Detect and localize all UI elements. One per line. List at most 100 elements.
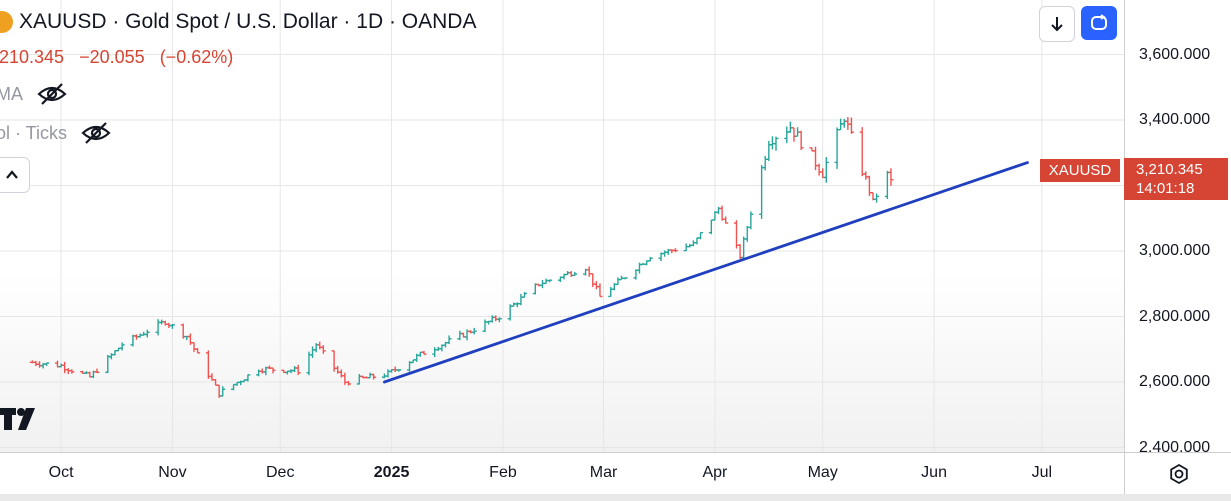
symbol-price-tag: XAUUSD [1040, 159, 1120, 182]
ohlc-bar [37, 361, 43, 368]
ohlc-bar [292, 366, 298, 373]
refresh-button[interactable] [1081, 6, 1117, 40]
arrow-down-icon [1051, 17, 1063, 32]
chart-settings-button[interactable] [1165, 460, 1193, 488]
ohlc-bar [816, 163, 822, 176]
ohlc-bar [270, 367, 276, 374]
ohlc-bar [356, 374, 362, 385]
eye-off-icon[interactable] [37, 82, 67, 106]
time-axis-label: Nov [158, 464, 187, 481]
ohlc-bar [169, 323, 175, 329]
ohlc-bar [62, 361, 68, 374]
ohlc-bar [317, 341, 323, 350]
ohlc-bar [144, 329, 150, 338]
ohlc-bar [820, 168, 826, 179]
time-axis-label: May [807, 464, 838, 481]
ma-indicator-label: MA [0, 83, 23, 104]
price-axis-label: 3,000.000 [1139, 242, 1211, 259]
ohlc-bar [155, 319, 161, 336]
ohlc-bar [421, 350, 427, 355]
ohlc-bar [622, 277, 628, 280]
ohlc-bar [798, 130, 804, 151]
ohlc-bar [698, 231, 704, 240]
refresh-icon [1091, 14, 1107, 30]
ohlc-bar [859, 127, 865, 177]
ohlc-bar [741, 236, 747, 261]
ohlc-bar [615, 277, 621, 286]
ohlc-bar [105, 354, 111, 374]
ohlc-bar [432, 347, 438, 358]
ohlc-bar [195, 348, 201, 354]
collapse-legend-button[interactable] [0, 157, 30, 193]
ohlc-bar [748, 211, 754, 230]
download-button[interactable] [1039, 6, 1075, 42]
chart-pane[interactable]: XAUUSD · Gold Spot / U.S. Dollar · 1D · … [0, 0, 1124, 452]
time-axis-label: Mar [589, 464, 618, 481]
ohlc-bar [888, 168, 894, 186]
ohlc-bar [672, 248, 678, 253]
price-change-percent: (−0.62%) [159, 47, 234, 67]
ohlc-bar [245, 374, 251, 382]
symbol-title: XAUUSD · Gold Spot / U.S. Dollar · 1D · … [19, 10, 477, 33]
ohlc-bar [737, 244, 743, 259]
chevron-up-icon [6, 170, 18, 179]
ohlc-bar [310, 346, 316, 358]
ohlc-bar [44, 362, 50, 366]
ohlc-bar [191, 342, 197, 352]
ohlc-bar [572, 271, 578, 277]
ohlc-bar [813, 146, 819, 171]
chart-grid [0, 0, 1124, 452]
time-axis-label: Apr [702, 464, 728, 481]
price-axis-label: 3,600.000 [1139, 45, 1211, 63]
price-legend: 210.345 −20.055 (−0.62%) [0, 47, 243, 68]
ohlc-bar [590, 273, 596, 288]
volume-indicator-label: ol · Ticks [0, 122, 68, 143]
ohlc-bar [547, 279, 553, 283]
ohlc-bar [220, 386, 226, 397]
ohlc-bar [884, 170, 890, 199]
axis-settings-corner [1124, 452, 1231, 495]
ohlc-bar [608, 287, 614, 298]
ohlc-bar [733, 220, 739, 249]
ohlc-bar [762, 155, 768, 171]
ohlc-bar [784, 126, 790, 144]
price-axis[interactable]: 3,600.000 3,400.000 3,000.000 2,800.000 2,60… [1124, 0, 1231, 456]
ohlc-bar [834, 127, 840, 169]
time-axis-label: Oct [48, 464, 74, 481]
bottom-toolbar-strip [0, 494, 1231, 501]
symbol-legend[interactable]: XAUUSD · Gold Spot / U.S. Dollar · 1D · … [0, 10, 476, 34]
ohlc-bar [320, 345, 326, 354]
ohlc-bar [94, 368, 100, 374]
ohlc-bar [457, 330, 463, 341]
ohlc-bar [392, 366, 398, 373]
time-axis[interactable]: OctNovDec2025FebMarAprMayJunJulAu [0, 452, 1163, 495]
ohlc-bar [787, 121, 793, 133]
ohlc-bar [69, 369, 75, 374]
price-chart[interactable] [0, 0, 1124, 452]
last-price-tag-value: 3,210.345 [1136, 161, 1203, 178]
price-axis-label: 2,400.000 [1139, 438, 1211, 456]
ohlc-bar [205, 350, 211, 379]
ohlc-bar [345, 381, 351, 386]
ohlc-bar [863, 171, 869, 180]
ohlc-bar [769, 136, 775, 150]
ohlc-bar [759, 165, 765, 219]
time-axis-label: Feb [489, 464, 517, 481]
ohlc-bar [522, 291, 528, 298]
volume-indicator-legend[interactable]: ol · Ticks [0, 121, 111, 145]
ohlc-bar [259, 368, 265, 374]
eye-off-icon[interactable] [81, 121, 111, 145]
price-axis-label: 2,600.000 [1139, 373, 1211, 390]
ohlc-bar [371, 373, 377, 380]
tradingview-logo[interactable] [0, 404, 42, 434]
price-axis-label: 3,400.000 [1139, 111, 1211, 128]
ohlc-bar [586, 266, 592, 277]
ohlc-bar [295, 364, 301, 376]
ohlc-bar [773, 136, 779, 151]
ohlc-bar [568, 271, 574, 277]
ma-indicator-legend[interactable]: MA [0, 82, 67, 106]
ohlc-bar [367, 372, 373, 379]
ohlc-bar [874, 193, 880, 203]
price-change: −20.055 [79, 47, 145, 67]
last-price-tag: 3,210.345 14:01:18 [1124, 158, 1228, 200]
